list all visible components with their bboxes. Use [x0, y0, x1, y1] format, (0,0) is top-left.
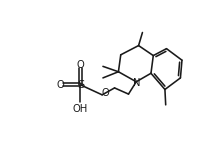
Text: S: S [77, 80, 84, 90]
Text: O: O [77, 60, 84, 70]
Text: N: N [133, 77, 140, 88]
Text: OH: OH [73, 104, 88, 114]
Text: O: O [56, 80, 64, 90]
Text: O: O [101, 88, 109, 98]
